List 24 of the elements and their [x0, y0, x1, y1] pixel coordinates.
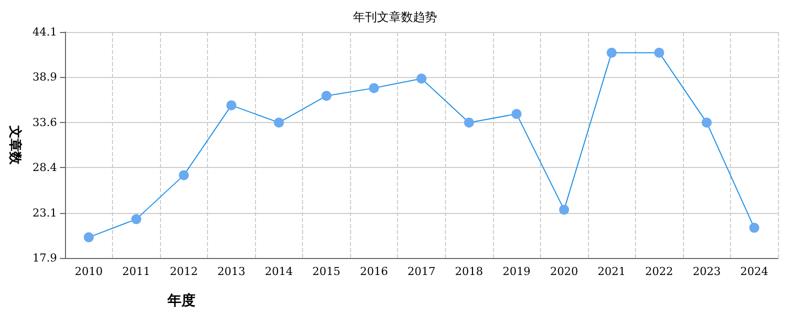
chart-title: 年刊文章数趋势 [353, 10, 437, 24]
y-tick-label: 23.1 [32, 206, 57, 220]
x-tick-label: 2021 [598, 265, 626, 278]
x-tick-label: 2023 [692, 265, 721, 278]
x-axis-title: 年度 [166, 292, 196, 309]
y-tick-label: 38.9 [32, 70, 57, 84]
x-tick-label: 2015 [312, 265, 340, 278]
x-tick-label: 2014 [264, 265, 293, 278]
x-tick-label: 2010 [74, 265, 103, 278]
x-tick-label: 2022 [645, 265, 674, 278]
x-tick-label: 2018 [455, 265, 484, 278]
x-tick-label: 2013 [217, 265, 246, 278]
x-tick-label: 2016 [360, 265, 388, 278]
x-tick-label: 2012 [170, 265, 198, 278]
x-tick-label: 2024 [740, 265, 768, 278]
y-axis-title: 文章数 [7, 124, 23, 166]
x-tick-label: 2020 [550, 265, 578, 278]
x-tick-label: 2019 [502, 265, 531, 278]
x-tick-label: 2011 [122, 265, 150, 278]
x-tick-label: 2017 [408, 265, 436, 278]
y-tick-label: 44.1 [32, 26, 57, 38]
y-tick-label: 33.6 [32, 116, 57, 130]
y-tick-label: 28.4 [32, 160, 57, 174]
y-tick-label: 17.9 [32, 252, 57, 264]
